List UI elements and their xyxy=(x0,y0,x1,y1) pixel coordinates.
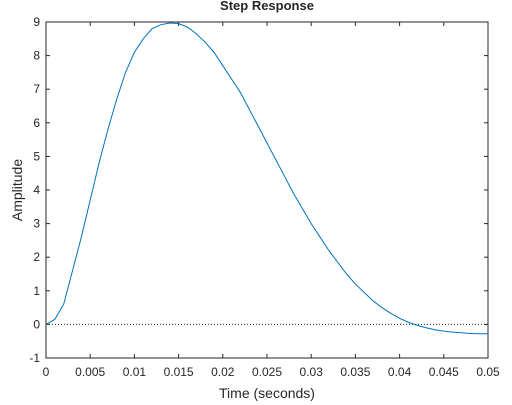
y-tick-label: 7 xyxy=(33,82,40,96)
x-tick-label: 0.01 xyxy=(123,365,147,379)
x-tick-label: 0 xyxy=(43,365,50,379)
x-tick-label: 0.035 xyxy=(340,365,370,379)
y-tick-label: 6 xyxy=(33,116,40,130)
x-axis-label: Time (seconds) xyxy=(219,385,315,401)
y-tick-label: 1 xyxy=(33,284,40,298)
x-tick-label: 0.02 xyxy=(211,365,235,379)
y-tick-label: 2 xyxy=(33,250,40,264)
y-tick-label: 5 xyxy=(33,149,40,163)
y-tick-label: 3 xyxy=(33,217,40,231)
response-line xyxy=(45,22,488,335)
y-tick-label: -1 xyxy=(29,351,40,365)
x-tick-label: 0.04 xyxy=(388,365,412,379)
y-tick-label: 8 xyxy=(33,49,40,63)
y-axis-label: Amplitude xyxy=(9,159,25,221)
plot-box xyxy=(45,21,489,359)
chart-title: Step Response xyxy=(220,0,314,13)
x-tick-label: 0.025 xyxy=(252,365,282,379)
x-tick-label: 0.045 xyxy=(429,365,459,379)
y-tick-label: 0 xyxy=(33,317,40,331)
x-tick-label: 0.03 xyxy=(300,365,324,379)
y-tick-label: 4 xyxy=(33,183,40,197)
x-tick-label: 0.05 xyxy=(476,365,500,379)
x-tick-label: 0.015 xyxy=(164,365,194,379)
y-tick-label: 9 xyxy=(33,15,40,29)
x-tick-label: 0.005 xyxy=(75,365,105,379)
